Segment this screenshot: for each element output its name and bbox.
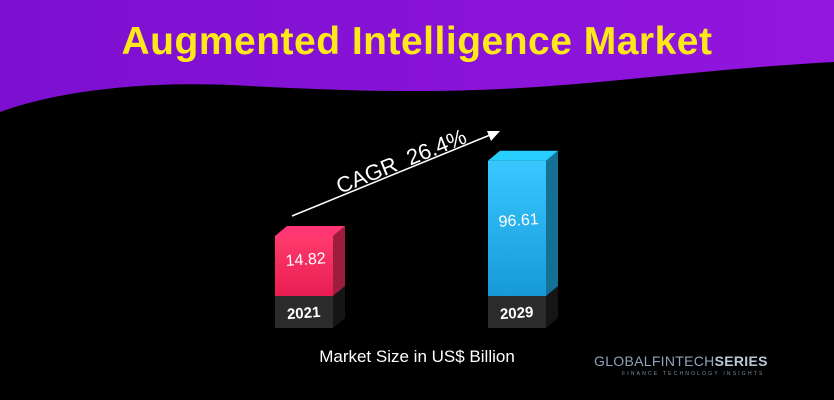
bar-body-top <box>488 150 558 161</box>
bar-2021: 14.82 2021 <box>275 226 345 328</box>
bar-base-side <box>546 286 558 328</box>
bar-body-side <box>546 150 558 296</box>
cagr-arrow-line <box>291 134 491 217</box>
bar-base-front <box>275 296 333 328</box>
bar-value-label: 14.82 <box>285 250 326 270</box>
cagr-label: CAGR 26.4% <box>333 124 470 199</box>
bar-body-top <box>275 226 345 236</box>
cagr-annotation: CAGR 26.4% <box>291 124 500 217</box>
brand-logo-regular: GLOBALFINTECH <box>594 353 715 369</box>
brand-tagline: FINANCE TECHNOLOGY INSIGHTS <box>622 371 765 377</box>
axis-caption: Market Size in US$ Billion <box>319 347 515 366</box>
bar-body-front <box>275 236 333 296</box>
bar-value-label: 96.61 <box>498 211 539 231</box>
bar-base-side <box>333 286 345 328</box>
bar-base-front <box>488 296 546 328</box>
header-band <box>0 0 834 112</box>
brand-logo-text: GLOBALFINTECHSERIES <box>594 353 768 369</box>
bar-category-label: 2021 <box>286 304 320 323</box>
brand-logo-bold: SERIES <box>715 353 768 369</box>
brand-logo: GLOBALFINTECHSERIES FINANCE TECHNOLOGY I… <box>594 353 768 377</box>
arrow-head-icon <box>487 131 500 141</box>
bar-2029: 96.61 2029 <box>488 150 558 328</box>
bar-chart: 14.82 2021 96.61 2029 <box>275 150 558 328</box>
page-title: Augmented Intelligence Market <box>122 20 713 63</box>
bar-category-label: 2029 <box>499 304 533 323</box>
bar-body-front <box>488 160 546 296</box>
bar-body-side <box>333 226 345 296</box>
